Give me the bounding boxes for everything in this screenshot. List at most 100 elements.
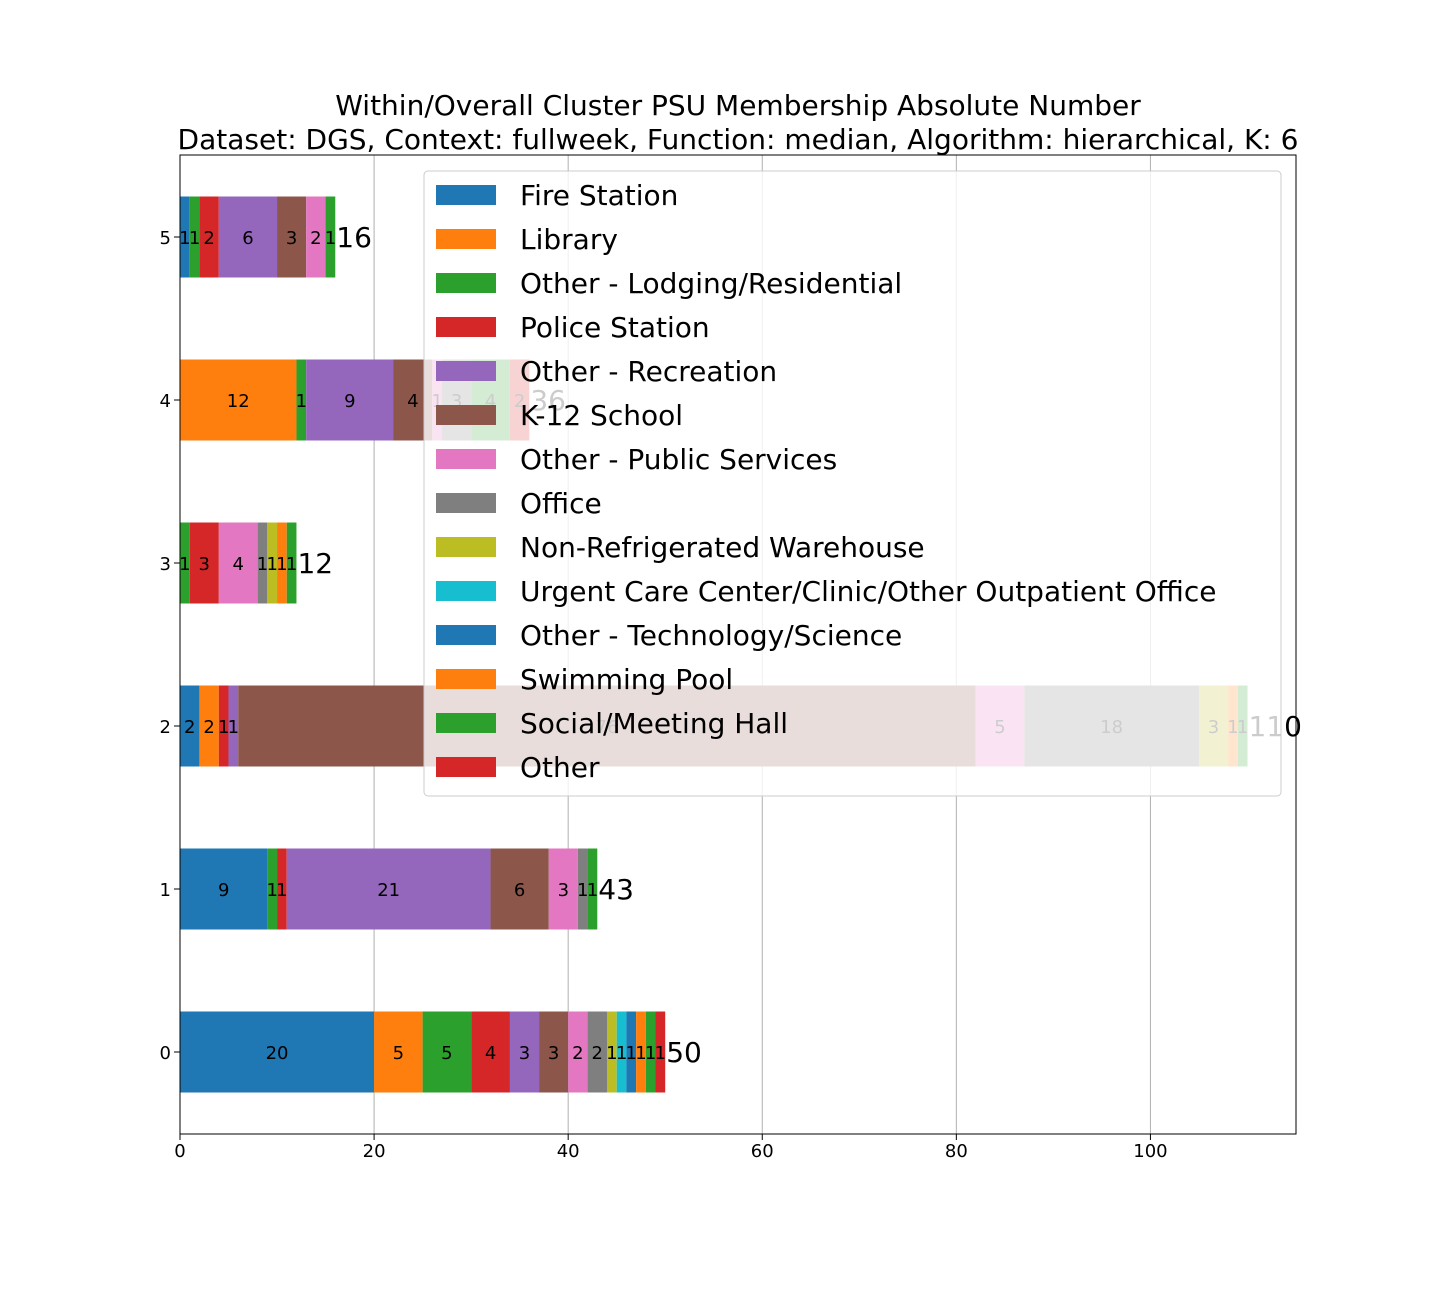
legend-swatch xyxy=(436,493,496,513)
legend-swatch xyxy=(436,581,496,601)
bar-segment-label: 4 xyxy=(407,391,418,412)
bar-segment xyxy=(306,196,326,278)
bar-segment xyxy=(606,1011,617,1093)
bar-segment-label: 1 xyxy=(257,554,268,575)
bar-segment xyxy=(189,522,219,604)
bar-segment-label: 1 xyxy=(325,228,336,249)
legend-entry-label: Other - Public Services xyxy=(520,443,837,476)
legend-box xyxy=(423,170,1282,797)
bar-segment-label: 1 xyxy=(179,554,190,575)
bar-segment-label: 1 xyxy=(616,1043,627,1064)
bar-segment xyxy=(286,848,491,930)
bar-segment-label: 1 xyxy=(626,1043,637,1064)
bar-segment-label: 3 xyxy=(548,1043,559,1064)
bar-segment-label: 3 xyxy=(199,554,210,575)
bar-segment-label: 1 xyxy=(179,228,190,249)
bar-segment-label: 1 xyxy=(606,1043,617,1064)
bar-segment xyxy=(277,196,307,278)
bar-total-label: 50 xyxy=(666,1036,702,1069)
bar-segment xyxy=(218,522,258,604)
bar-segment-label: 1 xyxy=(266,554,277,575)
bar-segment-label: 3 xyxy=(519,1043,530,1064)
bar-segment xyxy=(626,1011,637,1093)
legend-swatch xyxy=(436,449,496,469)
bar-segment xyxy=(277,522,287,604)
legend-swatch xyxy=(436,757,496,777)
bar-segment-label: 2 xyxy=(310,228,321,249)
y-tick-label: 4 xyxy=(160,391,171,412)
legend-entry-label: Other xyxy=(520,751,600,784)
x-tick-label: 80 xyxy=(945,1141,968,1162)
bar-segment xyxy=(277,848,287,930)
bar-total-label: 43 xyxy=(598,873,634,906)
chart-title-line-1: Within/Overall Cluster PSU Membership Ab… xyxy=(335,89,1141,122)
bar-segment xyxy=(374,1011,423,1093)
bar-segment xyxy=(286,522,297,604)
bar-segment-label: 4 xyxy=(485,1043,496,1064)
bar-segment-label: 6 xyxy=(514,880,525,901)
bar-segment xyxy=(616,1011,627,1093)
bar-segment-label: 1 xyxy=(296,391,307,412)
bar-segment-label: 5 xyxy=(393,1043,404,1064)
bar-segment xyxy=(306,359,394,441)
legend-entry-label: Urgent Care Center/Clinic/Other Outpatie… xyxy=(520,575,1216,608)
legend-swatch xyxy=(436,669,496,689)
bar-segment-label: 1 xyxy=(577,880,588,901)
bar-segment xyxy=(655,1011,666,1093)
bar-segment-label: 1 xyxy=(655,1043,666,1064)
bar-segment xyxy=(587,1011,607,1093)
bar-segment-label: 1 xyxy=(218,717,229,738)
bar-segment-label: 3 xyxy=(286,228,297,249)
bar-segment xyxy=(267,522,278,604)
legend-entry-label: Swimming Pool xyxy=(520,663,733,696)
bar-segment xyxy=(180,848,268,930)
bar-segment xyxy=(189,196,200,278)
y-tick-label: 1 xyxy=(160,880,171,901)
legend-swatch xyxy=(436,273,496,293)
bar-segment-label: 4 xyxy=(232,554,243,575)
legend-swatch xyxy=(436,317,496,337)
bar-segment-label: 1 xyxy=(286,554,297,575)
plot-frame xyxy=(179,154,1297,1135)
legend-entry-label: Other - Recreation xyxy=(520,355,777,388)
legend: Fire Station Library Other - Lodging/Resid… xyxy=(423,170,1282,797)
bar-segment xyxy=(218,685,229,767)
bar-segment xyxy=(199,196,219,278)
bar-segment xyxy=(267,848,278,930)
bar-segment-label: 2 xyxy=(203,228,214,249)
bar-total-label: 16 xyxy=(336,221,372,254)
bar-segment-label: 1 xyxy=(228,717,239,738)
bar-segment xyxy=(548,848,578,930)
bar-segment xyxy=(257,522,268,604)
bar-segment xyxy=(587,848,598,930)
y-tick-label: 0 xyxy=(160,1043,171,1064)
legend-entry-label: Non-Refrigerated Warehouse xyxy=(520,531,925,564)
x-tick-label: 40 xyxy=(557,1141,580,1162)
bar-segment-label: 2 xyxy=(592,1043,603,1064)
legend-swatch xyxy=(436,537,496,557)
bar-segment-label: 1 xyxy=(189,228,200,249)
bar-segment xyxy=(180,1011,375,1093)
bar-segment-label: 3 xyxy=(558,880,569,901)
legend-entry-label: Library xyxy=(520,223,618,256)
bar-total-label: 12 xyxy=(297,547,333,580)
bar-segment-label: 2 xyxy=(184,717,195,738)
legend-entry-label: Social/Meeting Hall xyxy=(520,707,788,740)
bar-segment-label: 1 xyxy=(587,880,598,901)
bar-segment-label: 20 xyxy=(266,1043,289,1064)
y-tick-label: 2 xyxy=(160,717,171,738)
bar-segment-label: 12 xyxy=(227,391,250,412)
bar-segment xyxy=(471,1011,510,1093)
bar-segment-label: 5 xyxy=(441,1043,452,1064)
bar-segment xyxy=(577,848,588,930)
legend-swatch xyxy=(436,361,496,381)
y-tick-label: 3 xyxy=(160,554,171,575)
bar-segment-label: 2 xyxy=(203,717,214,738)
bar-segment xyxy=(228,685,239,767)
x-tick-label: 20 xyxy=(363,1141,386,1162)
legend-entry-label: Other - Lodging/Residential xyxy=(520,267,902,300)
bar-segment-label: 1 xyxy=(635,1043,646,1064)
x-tick-label: 100 xyxy=(1133,1141,1167,1162)
bar-segment xyxy=(180,359,297,441)
